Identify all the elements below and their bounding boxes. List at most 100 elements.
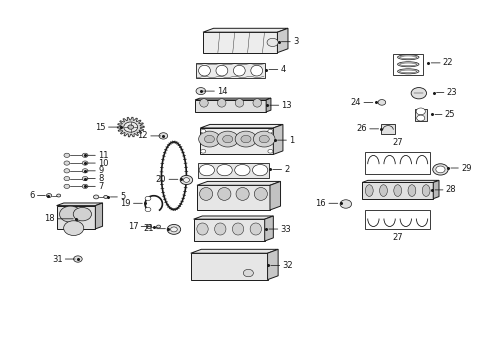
Circle shape — [199, 165, 215, 176]
Text: 8: 8 — [98, 174, 103, 183]
Circle shape — [104, 195, 108, 198]
Circle shape — [204, 135, 215, 143]
Text: 23: 23 — [447, 88, 457, 97]
Ellipse shape — [216, 65, 228, 76]
Circle shape — [196, 87, 206, 95]
Text: 24: 24 — [351, 98, 361, 107]
Circle shape — [222, 135, 233, 143]
Text: 13: 13 — [281, 101, 292, 110]
Polygon shape — [117, 117, 144, 137]
Ellipse shape — [254, 188, 268, 201]
Text: 4: 4 — [281, 65, 286, 74]
Circle shape — [82, 176, 88, 181]
Bar — [365, 153, 430, 174]
Circle shape — [82, 161, 88, 165]
Circle shape — [183, 178, 190, 182]
Polygon shape — [96, 203, 102, 229]
Circle shape — [235, 131, 257, 147]
Polygon shape — [268, 249, 278, 280]
Circle shape — [145, 207, 151, 212]
Text: 6: 6 — [29, 191, 35, 200]
Circle shape — [259, 135, 269, 143]
Text: 29: 29 — [461, 163, 471, 172]
Ellipse shape — [218, 188, 231, 201]
Bar — [198, 163, 269, 177]
Circle shape — [64, 169, 70, 173]
Polygon shape — [200, 125, 283, 128]
Text: 9: 9 — [98, 166, 103, 175]
Ellipse shape — [400, 56, 417, 58]
Circle shape — [416, 115, 425, 121]
Circle shape — [147, 225, 151, 229]
Circle shape — [156, 225, 161, 228]
Text: 11: 11 — [98, 151, 109, 160]
Circle shape — [64, 161, 70, 165]
Polygon shape — [197, 185, 270, 210]
Bar — [365, 210, 430, 229]
Ellipse shape — [251, 65, 263, 76]
Text: 20: 20 — [156, 175, 166, 184]
Text: 16: 16 — [316, 199, 326, 208]
Circle shape — [74, 256, 82, 262]
Polygon shape — [194, 216, 273, 219]
Circle shape — [180, 175, 193, 185]
Text: 33: 33 — [281, 225, 291, 234]
Circle shape — [201, 149, 206, 153]
Ellipse shape — [397, 62, 419, 67]
Text: 18: 18 — [44, 214, 55, 223]
Text: 21: 21 — [143, 224, 154, 233]
Circle shape — [198, 131, 220, 147]
Polygon shape — [191, 253, 268, 280]
Polygon shape — [194, 219, 265, 241]
Polygon shape — [265, 216, 273, 241]
Ellipse shape — [400, 63, 417, 66]
Polygon shape — [273, 125, 283, 154]
Polygon shape — [362, 183, 433, 199]
Polygon shape — [433, 180, 439, 199]
Circle shape — [64, 221, 84, 235]
Polygon shape — [195, 98, 271, 100]
Text: 1: 1 — [289, 136, 294, 145]
Ellipse shape — [233, 65, 245, 76]
Circle shape — [94, 195, 99, 199]
Circle shape — [145, 196, 151, 201]
Text: 5: 5 — [120, 193, 125, 202]
Ellipse shape — [197, 223, 208, 235]
Circle shape — [128, 125, 134, 129]
Circle shape — [416, 108, 425, 115]
Ellipse shape — [235, 99, 244, 107]
Bar — [196, 63, 266, 78]
Circle shape — [57, 194, 61, 197]
Text: 28: 28 — [446, 185, 456, 194]
Polygon shape — [200, 128, 273, 154]
Ellipse shape — [199, 188, 213, 201]
Circle shape — [267, 38, 278, 46]
Ellipse shape — [397, 55, 419, 60]
Ellipse shape — [215, 223, 226, 235]
Ellipse shape — [400, 70, 417, 73]
Text: 27: 27 — [392, 138, 403, 147]
Polygon shape — [277, 28, 288, 53]
Text: 7: 7 — [98, 182, 103, 191]
Text: 19: 19 — [120, 199, 131, 208]
Polygon shape — [191, 249, 278, 253]
Circle shape — [82, 153, 88, 157]
Circle shape — [252, 165, 268, 176]
Text: 25: 25 — [445, 110, 455, 119]
Ellipse shape — [218, 99, 226, 107]
Polygon shape — [266, 98, 271, 112]
Bar — [381, 123, 395, 134]
Circle shape — [433, 164, 448, 175]
Circle shape — [64, 176, 70, 181]
Circle shape — [47, 194, 52, 198]
Ellipse shape — [422, 185, 430, 197]
Circle shape — [73, 207, 92, 221]
Ellipse shape — [253, 99, 262, 107]
Polygon shape — [362, 180, 439, 183]
Text: 14: 14 — [217, 87, 228, 96]
Text: 22: 22 — [443, 58, 453, 67]
Ellipse shape — [250, 223, 262, 235]
Text: 32: 32 — [282, 261, 293, 270]
Circle shape — [340, 200, 352, 208]
Circle shape — [82, 169, 88, 173]
